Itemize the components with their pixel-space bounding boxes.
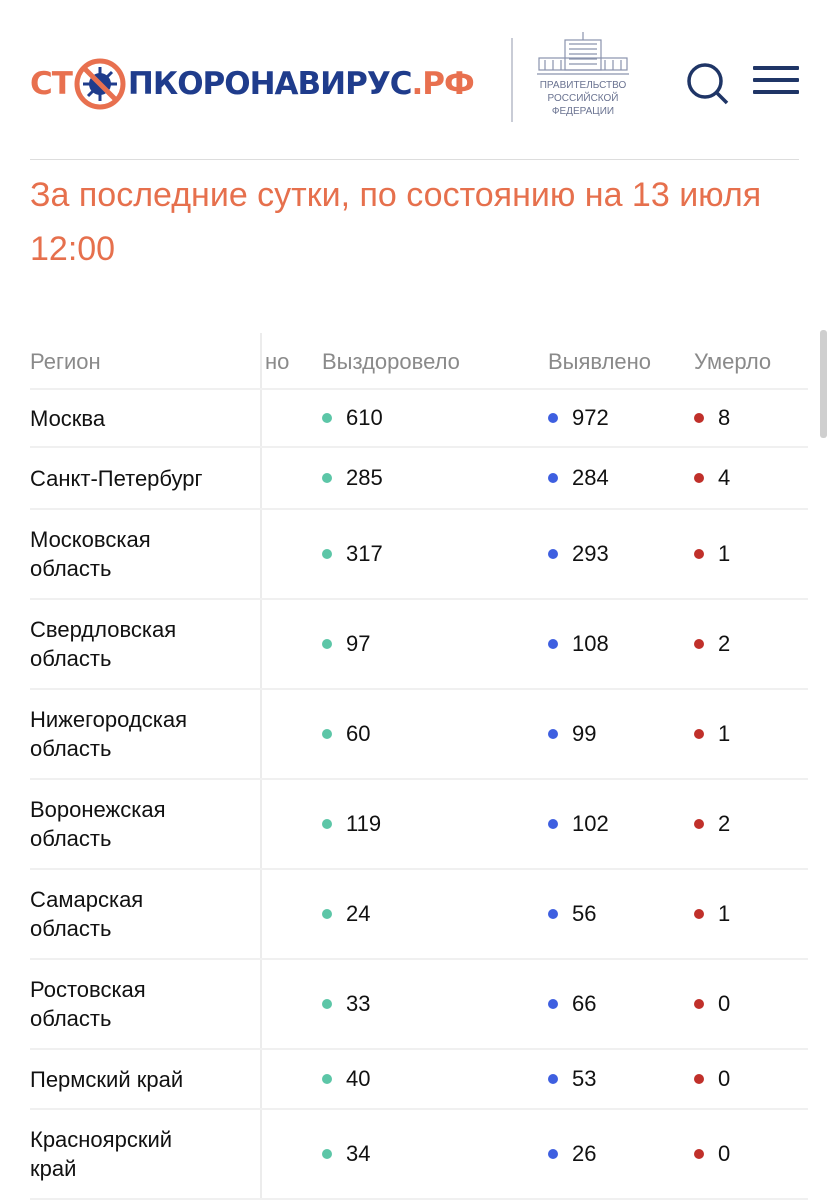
died-value: 0 [694, 1066, 730, 1092]
table-row[interactable]: Пермский край 40 53 0 [30, 1050, 808, 1110]
recovered-value: 24 [322, 901, 370, 927]
header-hidden-column[interactable]: но [265, 348, 290, 374]
region-name: Воронежская область [30, 797, 166, 851]
site-logo[interactable]: СТ ПКОРОНАВИРУС .РФ [30, 58, 475, 110]
recovered-value: 119 [322, 811, 381, 837]
region-name: Нижегородская область [30, 707, 187, 761]
region-name: Санкт-Петербург [30, 465, 203, 491]
header-detected[interactable]: Выявлено [548, 348, 652, 374]
died-value: 1 [694, 541, 730, 567]
header-recovered[interactable]: Выздоровело [322, 348, 460, 374]
detected-value: 102 [548, 811, 609, 837]
region-name: Москва [30, 405, 106, 431]
region-name: Пермский край [30, 1066, 184, 1092]
recovered-value: 97 [322, 631, 370, 657]
detected-value: 284 [548, 465, 609, 491]
page-title: За последние сутки, по состоянию на 13 и… [30, 176, 762, 268]
recovered-value: 40 [322, 1066, 370, 1092]
died-value: 1 [694, 901, 730, 927]
detected-value: 26 [548, 1141, 596, 1167]
detected-value: 972 [548, 405, 609, 431]
detected-value: 66 [548, 991, 596, 1017]
menu-icon[interactable] [753, 66, 799, 94]
recovered-value: 33 [322, 991, 370, 1017]
table-row[interactable]: Воронежская область 119 102 2 [30, 780, 808, 870]
recovered-value: 34 [322, 1141, 370, 1167]
header-died[interactable]: Умерло [694, 348, 772, 374]
died-value: 0 [694, 991, 730, 1017]
search-icon[interactable] [686, 62, 730, 106]
recovered-value: 317 [322, 541, 383, 567]
region-name: Ростовская область [30, 977, 146, 1031]
government-building-icon [537, 32, 629, 75]
died-value: 0 [694, 1141, 730, 1167]
detected-value: 53 [548, 1066, 596, 1092]
site-header: СТ ПКОРОНАВИРУС .РФ ПРАВИТЕЛЬСТВО РОССИЙ… [0, 0, 827, 160]
detected-value: 108 [548, 631, 609, 657]
detected-value: 293 [548, 541, 609, 567]
recovered-value: 60 [322, 721, 370, 747]
header-divider-line [30, 159, 799, 160]
table-row[interactable]: Свердловская область 97 108 2 [30, 600, 808, 690]
table-row[interactable]: Московская область 317 293 1 [30, 510, 808, 600]
died-value: 1 [694, 721, 730, 747]
header-region[interactable]: Регион [30, 348, 101, 374]
header-divider [511, 38, 513, 122]
region-name: Красноярский край [30, 1127, 173, 1181]
table-row[interactable]: Нижегородская область 60 99 1 [30, 690, 808, 780]
table-row[interactable]: Красноярский край 34 26 0 [30, 1110, 808, 1200]
region-name: Самарская область [30, 887, 144, 941]
died-value: 2 [694, 811, 730, 837]
died-value: 2 [694, 631, 730, 657]
table-row[interactable]: Самарская область 24 56 1 [30, 870, 808, 960]
died-value: 8 [694, 405, 730, 431]
died-value: 4 [694, 465, 730, 491]
region-name: Свердловская область [30, 617, 177, 671]
detected-value: 56 [548, 901, 596, 927]
recovered-value: 285 [322, 465, 383, 491]
crossed-virus-icon [74, 58, 126, 110]
table-row[interactable]: Санкт-Петербург 285 284 4 [30, 448, 808, 510]
regions-table: Регион но Выздоровело Выявлено Умерло Мо… [30, 335, 808, 1200]
table-header: Регион но Выздоровело Выявлено Умерло [30, 335, 808, 390]
sticky-column-divider [260, 333, 262, 1200]
table-row[interactable]: Ростовская область 33 66 0 [30, 960, 808, 1050]
government-logo[interactable]: ПРАВИТЕЛЬСТВО РОССИЙСКОЙ ФЕДЕРАЦИИ [533, 30, 633, 117]
scrollbar[interactable] [820, 330, 827, 438]
detected-value: 99 [548, 721, 596, 747]
table-row[interactable]: Москва 610 972 8 [30, 390, 808, 448]
recovered-value: 610 [322, 405, 383, 431]
region-name: Московская область [30, 527, 151, 581]
